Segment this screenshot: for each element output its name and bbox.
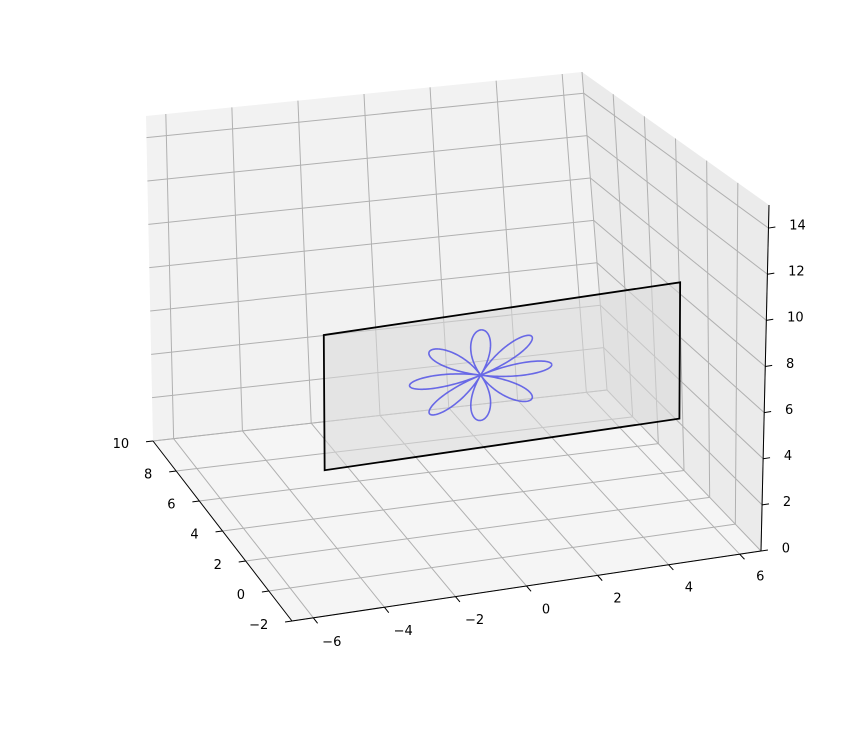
x-tick-2-label: −2 bbox=[465, 613, 484, 628]
grid-line-side-z bbox=[590, 177, 767, 321]
z-tick-0-label: 0 bbox=[782, 541, 790, 556]
z-tick-4-tick bbox=[765, 364, 773, 367]
grid-line-back-z bbox=[149, 219, 594, 269]
x-tick-5-tick bbox=[668, 564, 674, 571]
grid-line-floor-y bbox=[222, 470, 685, 532]
x-tick-4-label: 2 bbox=[613, 591, 621, 606]
y-tick-6-tick bbox=[145, 440, 154, 443]
grid-line-floor-y bbox=[199, 443, 659, 502]
z-tick-3-label: 6 bbox=[785, 403, 793, 418]
grid-line-side-y bbox=[706, 160, 711, 498]
x-tick-3-tick bbox=[526, 585, 532, 592]
x-tick-1-tick bbox=[383, 606, 390, 613]
z-tick-2-tick bbox=[763, 457, 771, 460]
y-tick-4-label: 6 bbox=[167, 497, 175, 512]
z-tick-2-label: 4 bbox=[784, 449, 792, 464]
z-tick-6-label: 12 bbox=[788, 264, 805, 279]
z-axis-line bbox=[760, 204, 770, 552]
z-tick-5-tick bbox=[766, 318, 774, 321]
x-tick-3-label: 0 bbox=[542, 602, 550, 617]
grid-line-side-z bbox=[586, 135, 768, 275]
grid-line-back-z bbox=[146, 92, 584, 139]
y-tick-2-label: 2 bbox=[214, 558, 222, 573]
x-tick-0-label: −6 bbox=[322, 635, 341, 650]
grid-line-side-y bbox=[734, 182, 739, 525]
grid-line-side-z bbox=[583, 92, 769, 229]
z-tick-7-tick bbox=[768, 226, 776, 229]
y-tick-1-tick bbox=[261, 590, 269, 593]
y-tick-6-label: 10 bbox=[113, 437, 130, 452]
grid-line-back-z bbox=[150, 262, 598, 312]
grid-line-floor-y bbox=[245, 496, 710, 562]
grid-line-back-x bbox=[231, 107, 243, 431]
x-tick-0-tick bbox=[312, 617, 319, 624]
z-tick-6-tick bbox=[767, 272, 775, 275]
grid-line-back-x bbox=[165, 113, 175, 439]
z-tick-5-label: 10 bbox=[787, 311, 804, 326]
z-tick-4-label: 8 bbox=[786, 357, 794, 372]
y-tick-1-label: 0 bbox=[237, 588, 245, 603]
z-tick-3-tick bbox=[764, 411, 772, 414]
y-tick-2-tick bbox=[238, 560, 246, 563]
x-tick-6-tick bbox=[739, 553, 745, 560]
y-tick-5-label: 8 bbox=[144, 467, 152, 482]
y-tick-3-tick bbox=[215, 530, 223, 533]
grid-line-back-z bbox=[148, 177, 591, 225]
z-tick-1-tick bbox=[761, 503, 770, 506]
grid-line-floor-y bbox=[268, 523, 736, 592]
y-tick-4-tick bbox=[192, 500, 200, 503]
z-tick-7-label: 14 bbox=[789, 218, 806, 233]
x-tick-1-label: −4 bbox=[394, 624, 413, 639]
y-tick-3-label: 4 bbox=[190, 528, 198, 543]
y-tick-0-label: −2 bbox=[249, 618, 268, 633]
z-tick-0-tick bbox=[760, 549, 768, 552]
rose-curve-line bbox=[408, 329, 553, 422]
x-tick-4-tick bbox=[597, 575, 603, 581]
z-tick-1-label: 2 bbox=[783, 495, 791, 510]
x-tick-2-tick bbox=[455, 596, 461, 603]
x-tick-6-label: 6 bbox=[756, 569, 764, 584]
grid-line-back-z bbox=[147, 135, 588, 182]
x-tick-5-label: 4 bbox=[685, 580, 693, 595]
y-tick-5-tick bbox=[169, 470, 177, 473]
y-tick-0-tick bbox=[285, 620, 293, 623]
grid-line-back-x bbox=[297, 100, 312, 424]
